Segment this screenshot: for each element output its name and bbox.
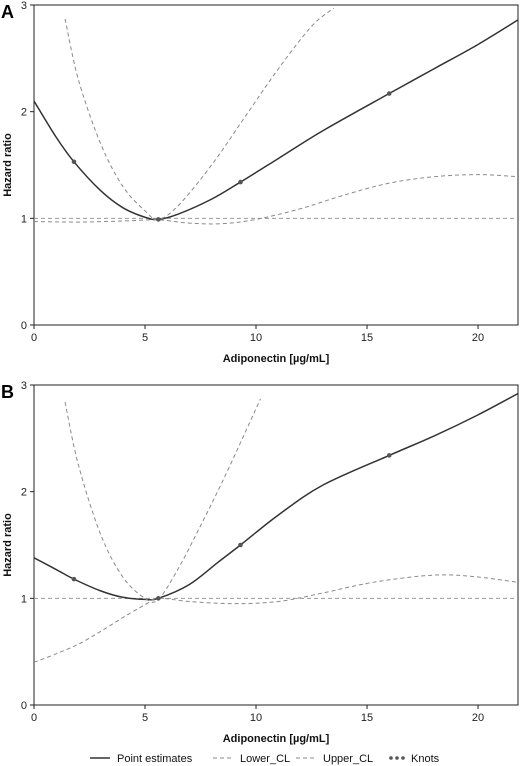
panel-a-y-axis-label: Hazard ratio	[2, 133, 14, 197]
panel-b-letter: B	[1, 382, 14, 402]
panel-a-y-tick-label: 2	[21, 107, 27, 119]
legend-knot-dot-3	[401, 756, 405, 760]
panel-b-x-tick-label: 20	[472, 712, 484, 724]
legend-upper-label: Upper_CL	[323, 753, 373, 765]
panel-a-knot	[386, 91, 392, 96]
panel-b-knot	[386, 453, 392, 458]
panel-a-knot	[238, 179, 243, 185]
panel-a-x-tick-label: 0	[31, 332, 37, 344]
panel-a-x-tick-label: 10	[250, 332, 262, 344]
panel-b-y-tick-label: 1	[21, 593, 27, 605]
panel-b-x-tick-label: 0	[31, 712, 37, 724]
panel-b-y-axis-label: Hazard ratio	[2, 513, 14, 577]
panel-b-y-tick-label: 0	[21, 700, 27, 712]
panel-a-x-tick-label: 20	[472, 332, 484, 344]
panel-b-series-upper-cl	[64, 398, 261, 603]
legend-point-label: Point estimates	[117, 753, 193, 765]
panel-a-y-tick-label: 3	[21, 0, 27, 12]
legend-knot-dot-2	[395, 756, 399, 760]
panel-b-plot-frame	[33, 384, 519, 706]
panel-a-x-tick-label: 5	[142, 332, 148, 344]
legend-knots-label: Knots	[411, 753, 440, 765]
panel-b-series-lower-cl	[34, 574, 518, 663]
panel-a-series-upper-cl	[64, 7, 335, 221]
panel-b-knot	[71, 576, 77, 582]
panel-b-y-tick-label: 3	[21, 380, 27, 392]
panel-a-plot-frame	[33, 4, 519, 326]
panel-b-knot	[238, 542, 243, 548]
legend: Point estimates Lower_CL Upper_CL Knots	[90, 753, 440, 765]
legend-knot-dot-1	[389, 756, 393, 760]
panel-b-x-tick-label: 10	[250, 712, 262, 724]
panel-b-x-tick-label: 5	[142, 712, 148, 724]
panel-b: B Hazard ratio Adiponectin [µg/mL] 0 5 10 1…	[1, 380, 519, 745]
panel-a-y-tick-label: 0	[21, 320, 27, 332]
panel-a: A Hazard ratio Adiponectin [µg/mL] 0 5 10 1…	[1, 0, 519, 365]
panel-a-series-lower-cl	[34, 174, 518, 225]
panel-b-y-tick-label: 2	[21, 487, 27, 499]
legend-lower-label: Lower_CL	[240, 753, 290, 765]
panel-a-knot	[156, 217, 161, 222]
panel-a-x-tick-label: 15	[361, 332, 373, 344]
panel-b-x-tick-label: 15	[361, 712, 373, 724]
panel-b-knot	[156, 596, 161, 601]
panel-a-knot	[71, 159, 77, 165]
panel-b-x-axis-label: Adiponectin [µg/mL]	[223, 733, 330, 745]
panel-b-series-point-estimates	[34, 392, 518, 601]
panel-a-letter: A	[1, 2, 14, 22]
panel-a-x-axis-label: Adiponectin [µg/mL]	[223, 353, 330, 365]
panel-a-y-tick-label: 1	[21, 213, 27, 225]
panel-a-series-point-estimates	[34, 19, 518, 221]
